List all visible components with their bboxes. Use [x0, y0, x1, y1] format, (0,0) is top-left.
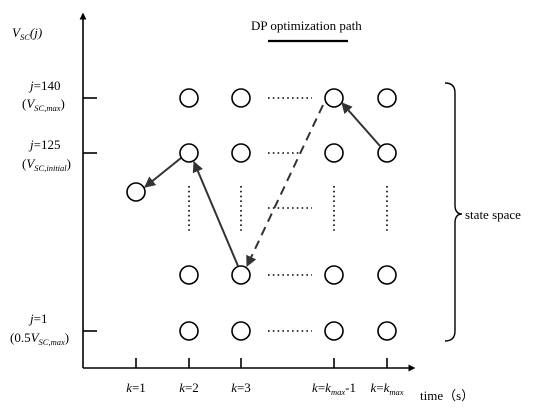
- state-node-k2-low: [179, 265, 199, 285]
- state-node-k2-j1: [179, 321, 199, 341]
- x-label-kmax: k=kmax: [370, 380, 403, 397]
- state-node-kmax-minus-1-j140: [324, 88, 344, 108]
- state-node-k1-j125: [126, 182, 146, 202]
- state-node-k2-j140: [179, 88, 199, 108]
- state-node-k2-j125: [179, 143, 199, 163]
- state-node-kmax-minus-1-j125: [324, 143, 344, 163]
- x-axis-title: time（s）: [420, 388, 474, 403]
- state-node-k3-low: [231, 265, 251, 285]
- y-label-j1: j=1: [28, 311, 47, 326]
- path-arrow-kmax-to-kmax-minus-1: [341, 102, 381, 147]
- y-label-j140: j=140: [28, 78, 60, 93]
- state-space-brace: [444, 82, 463, 342]
- y-axis-title: VSC(j): [12, 25, 42, 42]
- state-node-k3-j1: [231, 321, 251, 341]
- path-arrow-k3-to-k2: [192, 160, 239, 267]
- state-node-k3-j125: [231, 143, 251, 163]
- x-label-k1: k=1: [126, 380, 146, 395]
- y-label-j125: j=125: [28, 137, 60, 152]
- y-label-vscinitial: (VSC,initial): [22, 156, 71, 173]
- x-label-kmax-minus-1: k=kmax-1: [312, 380, 356, 397]
- path-arrow-dashed-to-k3: [246, 104, 324, 267]
- legend-label: DP optimization path: [251, 18, 362, 33]
- state-space-label: state space: [465, 207, 521, 222]
- y-label-half-vscmax: (0.5VSC,max): [10, 330, 69, 347]
- x-label-k3: k=3: [231, 380, 251, 395]
- y-label-vscmax: (VSC,max): [22, 96, 65, 113]
- state-node-kmax-j125: [377, 143, 397, 163]
- state-node-kmax-minus-1-low: [324, 265, 344, 285]
- state-node-kmax-minus-1-j1: [324, 321, 344, 341]
- state-node-kmax-j140: [377, 88, 397, 108]
- x-label-k2: k=2: [179, 380, 199, 395]
- state-node-kmax-low: [377, 265, 397, 285]
- state-node-k3-j140: [231, 88, 251, 108]
- state-node-kmax-j1: [377, 321, 397, 341]
- path-arrow-k2-to-k1: [144, 157, 182, 188]
